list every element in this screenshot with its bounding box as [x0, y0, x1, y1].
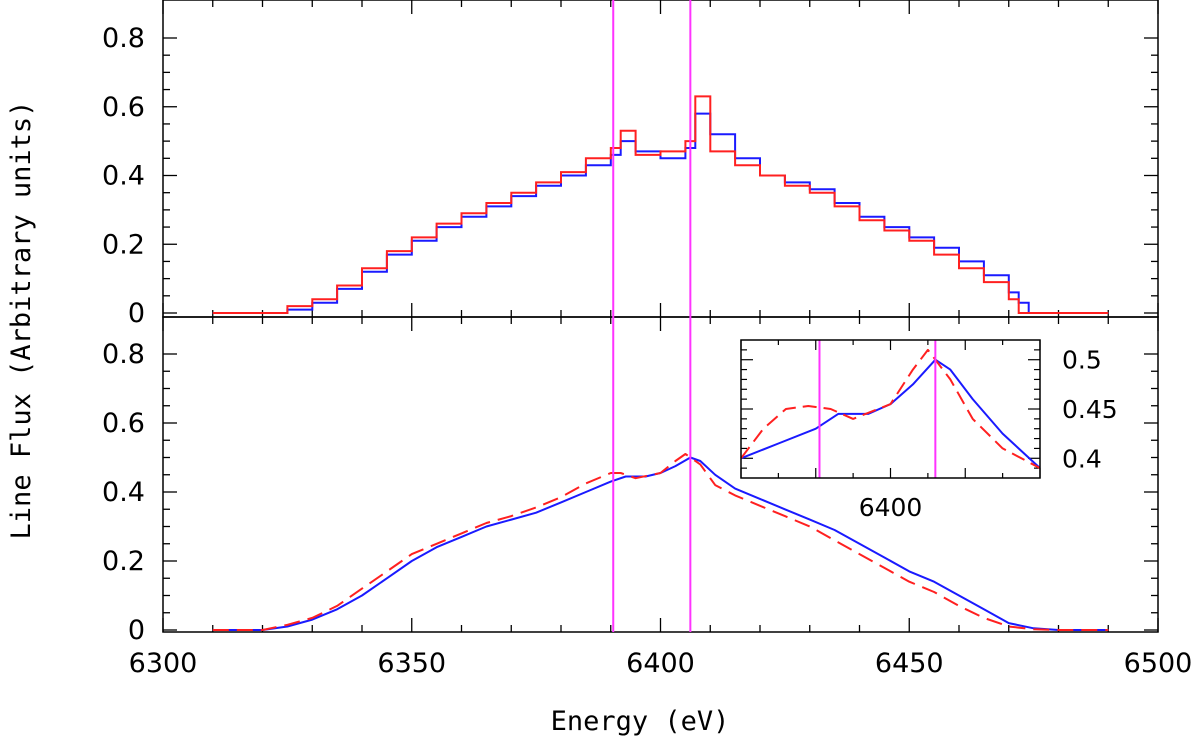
y-tick-label: 0.6 — [102, 408, 145, 439]
bottom-panel-series — [212, 453, 1109, 631]
y-tick-label: 0 — [128, 615, 145, 646]
inset-y-tick-label: 0.5 — [1062, 346, 1102, 375]
y-tick-label: 0.2 — [102, 229, 145, 260]
series-blue-step — [212, 112, 1109, 314]
x-axis-title: Energy (eV) — [551, 706, 730, 737]
y-tick-label: 0.4 — [102, 477, 145, 508]
series-red-line — [212, 453, 1109, 631]
x-tick-label: 6500 — [1124, 648, 1193, 679]
top-panel-series — [212, 95, 1109, 314]
x-tick-label: 6300 — [129, 648, 198, 679]
inset-x-tick-label: 6400 — [859, 493, 923, 522]
inset-series-blue — [740, 358, 1041, 469]
inset-plot: 0.4 0.45 0.5 6400 — [740, 340, 1118, 522]
y-axis-title: Line Flux (Arbitrary units) — [6, 101, 37, 540]
inset-series-red — [740, 348, 1041, 469]
y-tick-label: 0.2 — [102, 546, 145, 577]
top-panel-ticks: 0 0.2 0.4 0.6 0.8 — [102, 0, 1159, 329]
x-tick-label: 6450 — [875, 648, 944, 679]
inset-y-tick-label: 0.4 — [1062, 444, 1102, 473]
x-tick-label: 6400 — [626, 648, 695, 679]
inset-y-tick-label: 0.45 — [1062, 395, 1118, 424]
series-blue-line — [212, 456, 1109, 631]
y-tick-label: 0.8 — [102, 339, 145, 370]
y-tick-label: 0.8 — [102, 23, 145, 54]
inset-frame — [740, 339, 1041, 479]
x-tick-label: 6350 — [377, 648, 446, 679]
y-tick-label: 0.6 — [102, 92, 145, 123]
series-red-step — [212, 95, 1109, 314]
y-tick-label: 0 — [128, 298, 145, 329]
y-tick-label: 0.4 — [102, 161, 145, 192]
bottom-panel-ticks: 0 0.2 0.4 0.6 0.8 6300 6350 6400 6450 6500 — [102, 317, 1192, 679]
magenta-vertical-lines — [612, 0, 692, 632]
